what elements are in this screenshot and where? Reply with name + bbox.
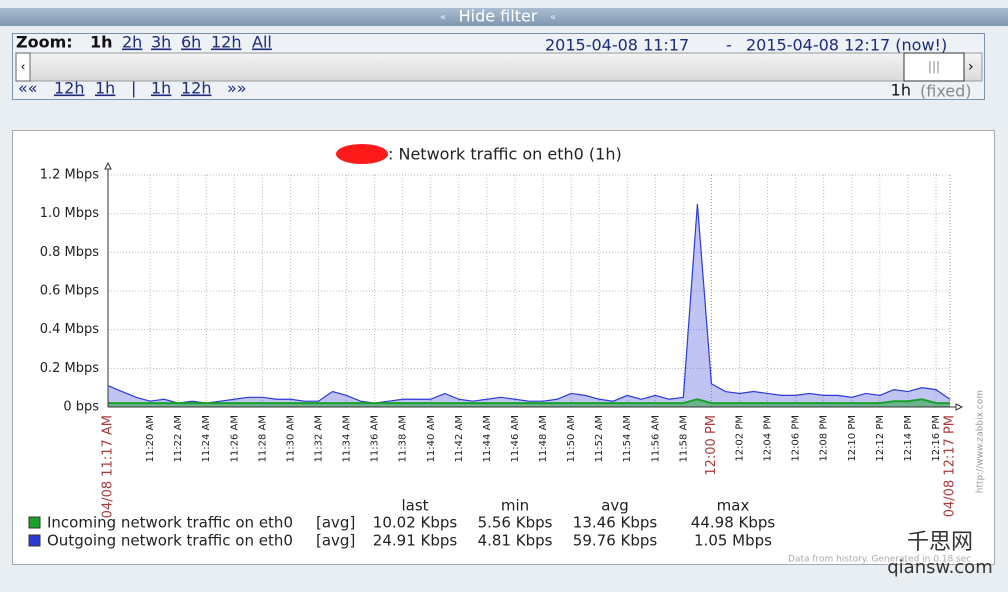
series-line (107, 203, 951, 404)
x-tick-label: 11:50 AM (566, 415, 577, 462)
series-line (108, 398, 950, 405)
x-tick-label: 11:32 AM (314, 415, 325, 462)
zoom-label: Zoom: (16, 33, 73, 52)
nav-link[interactable]: 12h (54, 79, 85, 98)
legend-value: 59.76 Kbps (573, 532, 658, 550)
legend-column: max (717, 497, 750, 515)
scrollbar[interactable] (15, 52, 983, 82)
zoom-option[interactable]: 2h (122, 33, 142, 52)
watermark: qiansw.com (887, 557, 992, 578)
zoom-option[interactable]: 6h (181, 33, 201, 52)
nav-link[interactable]: »» (227, 79, 247, 98)
x-tick-label: 11:22 AM (173, 415, 184, 462)
scroll-thumb[interactable] (903, 52, 965, 82)
y-tick-label: 1.0 Mbps (40, 206, 100, 221)
x-tick-label: 11:42 AM (454, 415, 465, 462)
legend-swatch (28, 516, 41, 529)
legend-func: [avg] (316, 532, 355, 550)
redaction (336, 144, 388, 164)
axis-arrow (955, 403, 964, 411)
x-tick-label: 12:02 PM (735, 415, 746, 462)
x-tick-label: 04/08 12:17 PM (943, 415, 958, 517)
axis-arrow (104, 161, 112, 170)
x-tick-label: 11:20 AM (145, 415, 156, 462)
legend-value: 5.56 Kbps (478, 514, 553, 532)
x-tick-label: 11:44 AM (482, 415, 493, 462)
period: 1h (891, 81, 911, 100)
y-tick-label: 0.2 Mbps (40, 361, 100, 376)
x-tick-label: 12:14 PM (903, 415, 914, 462)
legend-value: 24.91 Kbps (373, 532, 458, 550)
nav-link[interactable]: 12h (181, 79, 212, 98)
x-tick-label: 11:26 AM (229, 415, 240, 462)
x-tick-label: 11:30 AM (285, 415, 296, 462)
x-tick-label: 11:56 AM (650, 415, 661, 462)
chart-title: : Network traffic on eth0 (1h) (388, 145, 622, 164)
zoom-option[interactable]: All (252, 33, 272, 52)
x-tick-label: 11:36 AM (370, 415, 381, 462)
x-tick-label: 12:10 PM (847, 415, 858, 462)
x-tick-label: 11:48 AM (538, 415, 549, 462)
x-tick-label: 11:34 AM (342, 415, 353, 462)
watermark: 千思网 (907, 530, 973, 555)
legend-value: 13.46 Kbps (573, 514, 658, 532)
y-tick-label: 0.4 Mbps (40, 322, 100, 337)
arrow-icon: « (550, 12, 556, 23)
nav-link[interactable]: «« (18, 79, 38, 98)
x-tick-label: 12:16 PM (931, 415, 942, 462)
x-tick-label: 12:12 PM (875, 415, 886, 462)
zoom-option[interactable]: 1h (90, 33, 113, 52)
x-tick-label: 11:58 AM (678, 415, 689, 462)
y-tick-label: 0.8 Mbps (40, 245, 100, 260)
time-dash: - (726, 36, 732, 55)
arrow-icon: « (440, 12, 446, 23)
x-tick-label: 11:28 AM (257, 415, 268, 462)
legend-value: 1.05 Mbps (694, 532, 772, 550)
x-tick-label: 11:24 AM (201, 415, 212, 462)
x-tick-label: 04/08 11:17 AM (101, 415, 116, 518)
footer-note: Data from history. Generated in 0.18 sec (788, 555, 971, 565)
legend-value: 4.81 Kbps (478, 532, 553, 550)
legend-column: min (501, 497, 529, 515)
graph-panel (12, 130, 995, 565)
x-tick-label: 11:54 AM (622, 415, 633, 462)
zoom-option[interactable]: 12h (211, 33, 242, 52)
x-tick-label: 12:00 PM (704, 415, 719, 476)
x-tick-label: 11:40 AM (426, 415, 437, 462)
x-tick-label: 12:04 PM (763, 415, 774, 462)
legend-column: last (401, 497, 428, 515)
y-tick-label: 0.6 Mbps (40, 284, 100, 299)
fixed: (fixed) (920, 82, 972, 101)
legend-value: 44.98 Kbps (691, 514, 776, 532)
nav-link: | (131, 79, 136, 98)
zoom-option[interactable]: 3h (151, 33, 171, 52)
x-tick-label: 11:46 AM (510, 415, 521, 462)
x-tick-label: 11:52 AM (594, 415, 605, 462)
nav-link[interactable]: 1h (95, 79, 115, 98)
time-from: 2015-04-08 11:17 (545, 36, 689, 55)
legend-value: 10.02 Kbps (373, 514, 458, 532)
arrow-icon: ‹ (21, 60, 26, 74)
legend-name: Incoming network traffic on eth0 (47, 514, 293, 532)
legend-func: [avg] (316, 514, 355, 532)
arrow-icon: › (968, 59, 974, 75)
y-tick-label: 1.2 Mbps (40, 168, 100, 183)
x-tick-label: 12:08 PM (819, 415, 830, 462)
hide-filter[interactable]: Hide filter (459, 7, 538, 26)
filter-header[interactable] (0, 8, 1008, 26)
legend-swatch (28, 534, 41, 547)
x-tick-label: 12:06 PM (791, 415, 802, 462)
legend-name: Outgoing network traffic on eth0 (47, 532, 293, 550)
legend-column: avg (601, 497, 629, 515)
side-note: http://www.zabbix.com (976, 390, 986, 493)
time-to: 2015-04-08 12:17 (now!) (746, 36, 947, 55)
grip-icon: ||| (928, 60, 940, 74)
nav-link[interactable]: 1h (151, 79, 171, 98)
x-tick-label: 11:38 AM (398, 415, 409, 462)
scroll-left[interactable] (15, 52, 31, 82)
y-tick-label: 0 bps (63, 400, 99, 415)
